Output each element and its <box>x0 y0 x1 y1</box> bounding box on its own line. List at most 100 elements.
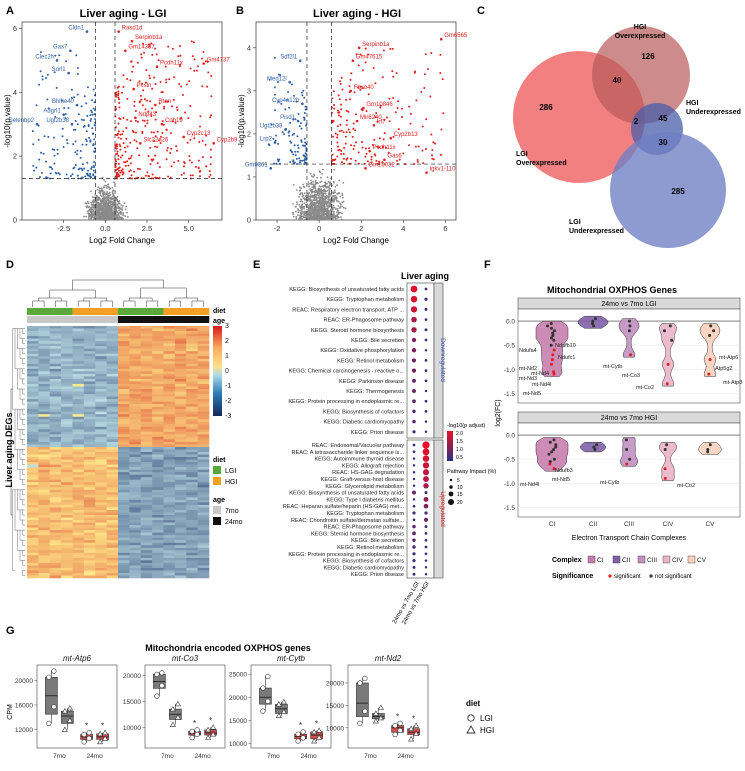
heatmap-cell <box>38 411 51 415</box>
heatmap-cell <box>27 328 39 332</box>
volcano-point-ns <box>112 202 114 204</box>
heatmap-cell <box>106 530 119 533</box>
volcano-point-up <box>124 164 127 167</box>
heatmap-cell <box>174 444 187 448</box>
heatmap-cell <box>152 426 164 430</box>
heatmap-cell <box>152 356 164 360</box>
volcano-point-ns <box>92 201 95 204</box>
heatmap-cell <box>72 515 85 518</box>
heatmap-cell <box>38 331 51 334</box>
legend-label-civ: CIV <box>672 557 684 564</box>
heatmap-cell <box>129 520 142 523</box>
heatmap-cell <box>118 446 130 450</box>
gene-label: Gm10032 <box>368 162 395 168</box>
heatmap-cell <box>152 421 164 425</box>
heatmap-cell <box>118 431 130 435</box>
heatmap-cell <box>83 429 96 433</box>
heatmap-cell <box>83 552 96 556</box>
heatmap-cell <box>83 479 96 483</box>
panel-b-gene-labels: Gm6565Serpinb1aGm47615Fbxo40Gm10846Mir62… <box>245 33 468 174</box>
volcano-point-ns <box>113 181 115 184</box>
heatmap-cell <box>95 570 107 574</box>
labeled-point <box>273 141 277 144</box>
heatmap-cell <box>152 494 164 498</box>
volcano-point-up <box>337 145 339 148</box>
dendrogram-branch <box>146 300 159 307</box>
volcano-point-up <box>430 133 433 136</box>
heatmap-cell <box>61 457 73 460</box>
volcano-point-up <box>191 55 194 58</box>
heatmap-cell <box>61 401 73 405</box>
heatmap-cell <box>118 522 130 526</box>
heatmap-cell <box>27 452 39 455</box>
volcano-point-ns <box>295 210 297 213</box>
volcano-point-ns <box>344 207 347 210</box>
heatmap-cell <box>95 386 107 390</box>
volcano-point-up <box>197 167 200 170</box>
volcano-point-ns <box>322 190 325 193</box>
volcano-point-ns <box>331 207 334 210</box>
heatmap-cell <box>152 547 164 551</box>
heatmap-cell <box>186 565 198 569</box>
heatmap-cell <box>186 517 198 521</box>
volcano-point-down <box>277 81 279 84</box>
volcano-point-up <box>354 141 357 144</box>
volcano-point-ns <box>335 208 337 211</box>
panel-c: C HGI Overexpressed HGI Underexpressed L… <box>477 5 741 248</box>
dotplot-size-10 <box>449 485 453 489</box>
volcano-point-up <box>128 170 131 173</box>
labeled-point <box>35 122 39 126</box>
violin-xtick: CIV <box>663 521 675 528</box>
volcano-point-up <box>431 149 434 151</box>
heatmap-cell <box>95 411 107 415</box>
dendrogram-branch <box>22 509 25 516</box>
volcano-point-down <box>284 108 287 111</box>
dendrogram-branch <box>22 560 25 566</box>
volcano-point-down <box>92 164 95 167</box>
heatmap-cell <box>118 439 130 443</box>
volcano-point-up <box>391 70 394 73</box>
heatmap-cell <box>174 439 187 443</box>
pathway-dot <box>412 498 416 501</box>
heatmap-cell <box>129 492 142 496</box>
heatmap-cell <box>118 426 130 430</box>
dotplot-size-20 <box>448 499 454 505</box>
heatmap-cell <box>83 530 96 533</box>
heatmap-cell <box>38 552 51 556</box>
heatmap-cell <box>197 394 210 397</box>
violin-point-significant <box>550 358 554 362</box>
dendrogram-branch <box>19 550 23 561</box>
heatmap-cell <box>186 331 198 334</box>
heatmap-cell <box>140 358 153 362</box>
heatmap-cell <box>197 391 210 395</box>
heatmap-cell <box>27 419 39 423</box>
gene-label: Gm47615 <box>356 55 383 61</box>
heatmap-cell <box>38 562 51 566</box>
volcano-point-ns <box>102 214 105 217</box>
volcano-point-ns <box>333 189 336 192</box>
boxplot-point-lgi <box>159 683 165 689</box>
y-tick-label: 1 <box>247 172 251 181</box>
heatmap-cell <box>174 399 187 402</box>
heatmap-cell <box>152 530 164 533</box>
heatmap-cell <box>49 351 62 355</box>
volcano-point-up <box>118 106 121 109</box>
volcano-point-ns <box>332 191 334 194</box>
volcano-point-down <box>66 142 69 145</box>
heatmap-cell <box>83 489 96 493</box>
boxplot-point-lgi <box>86 730 92 736</box>
volcano-point-ns <box>309 213 312 215</box>
legend-label-ciii: CIII <box>647 557 657 564</box>
heatmap-cell <box>72 537 85 541</box>
heatmap-cell <box>174 336 187 339</box>
heatmap-cell <box>197 457 210 460</box>
heatmap-cell <box>49 341 62 344</box>
volcano-point-ns <box>91 219 94 221</box>
heatmap-cell <box>27 550 39 554</box>
heatmap-cell <box>152 562 164 566</box>
volcano-point-down <box>41 171 43 174</box>
heatmap-cell <box>72 512 85 516</box>
heatmap-row-dendrogram <box>10 328 25 576</box>
volcano-point-up <box>170 147 173 150</box>
strip-downregulated <box>433 282 444 439</box>
